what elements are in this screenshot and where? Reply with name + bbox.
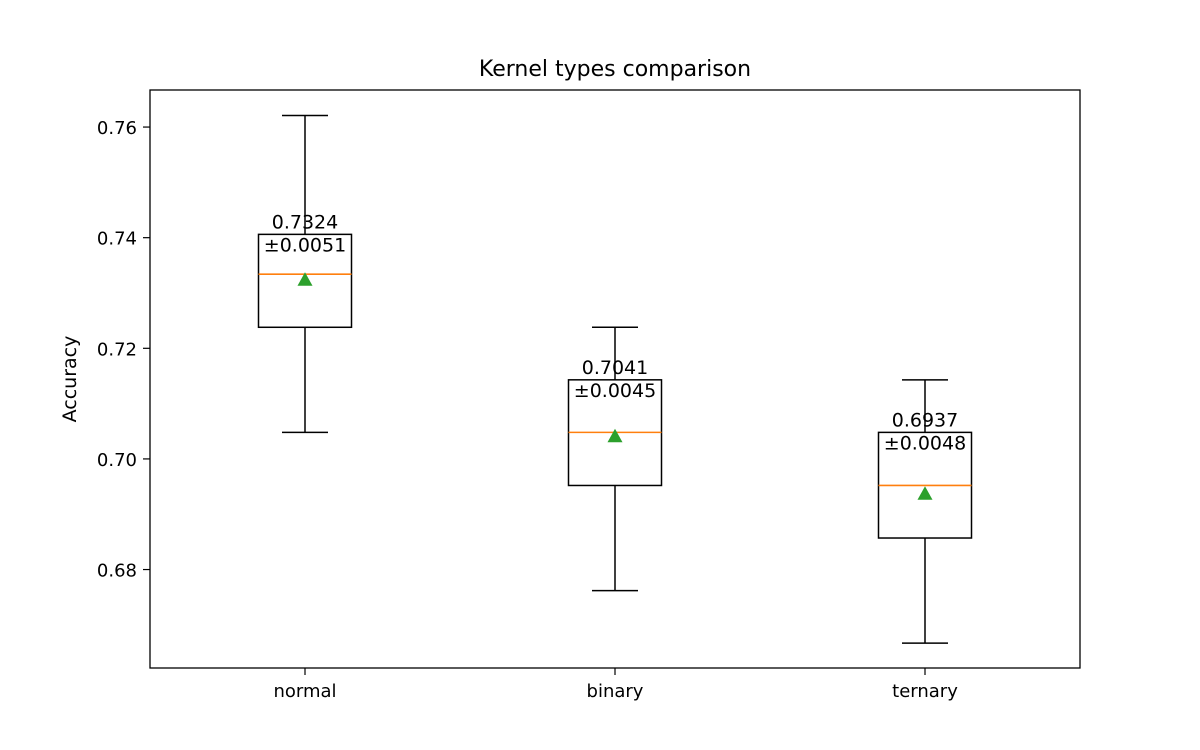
y-tick-label: 0.74 xyxy=(97,229,137,250)
mean-marker xyxy=(297,272,313,286)
mean-annotation: 0.7324 xyxy=(272,211,338,233)
box-normal: 0.7324±0.0051 xyxy=(257,114,353,434)
plot-area: 0.68 0.70 0.72 0.74 0.76 normal binary ternary 0… xyxy=(97,114,973,702)
std-annotation: ±0.0051 xyxy=(264,234,346,256)
mean-annotation: 0.6937 xyxy=(892,409,958,431)
std-annotation: ±0.0045 xyxy=(574,380,656,402)
std-annotation: ±0.0048 xyxy=(884,432,966,454)
x-tick-label: ternary xyxy=(892,681,958,702)
y-axis-label: Accuracy xyxy=(59,336,81,423)
y-tick-label: 0.76 xyxy=(97,118,137,139)
plot-frame xyxy=(149,89,1081,669)
y-tick-label: 0.70 xyxy=(97,450,137,471)
box-ternary: 0.6937±0.0048 xyxy=(877,379,973,644)
iqr-box xyxy=(257,233,353,329)
mean-marker xyxy=(607,428,623,443)
mean-annotation: 0.7041 xyxy=(582,357,648,379)
y-tick-label: 0.68 xyxy=(97,561,137,582)
chart-title: Kernel types comparison xyxy=(479,57,751,82)
box-binary: 0.7041±0.0045 xyxy=(567,326,663,592)
mean-marker xyxy=(917,486,933,500)
y-tick-label: 0.72 xyxy=(97,339,137,360)
x-tick-label: binary xyxy=(587,681,644,702)
x-tick-label: normal xyxy=(273,681,336,702)
